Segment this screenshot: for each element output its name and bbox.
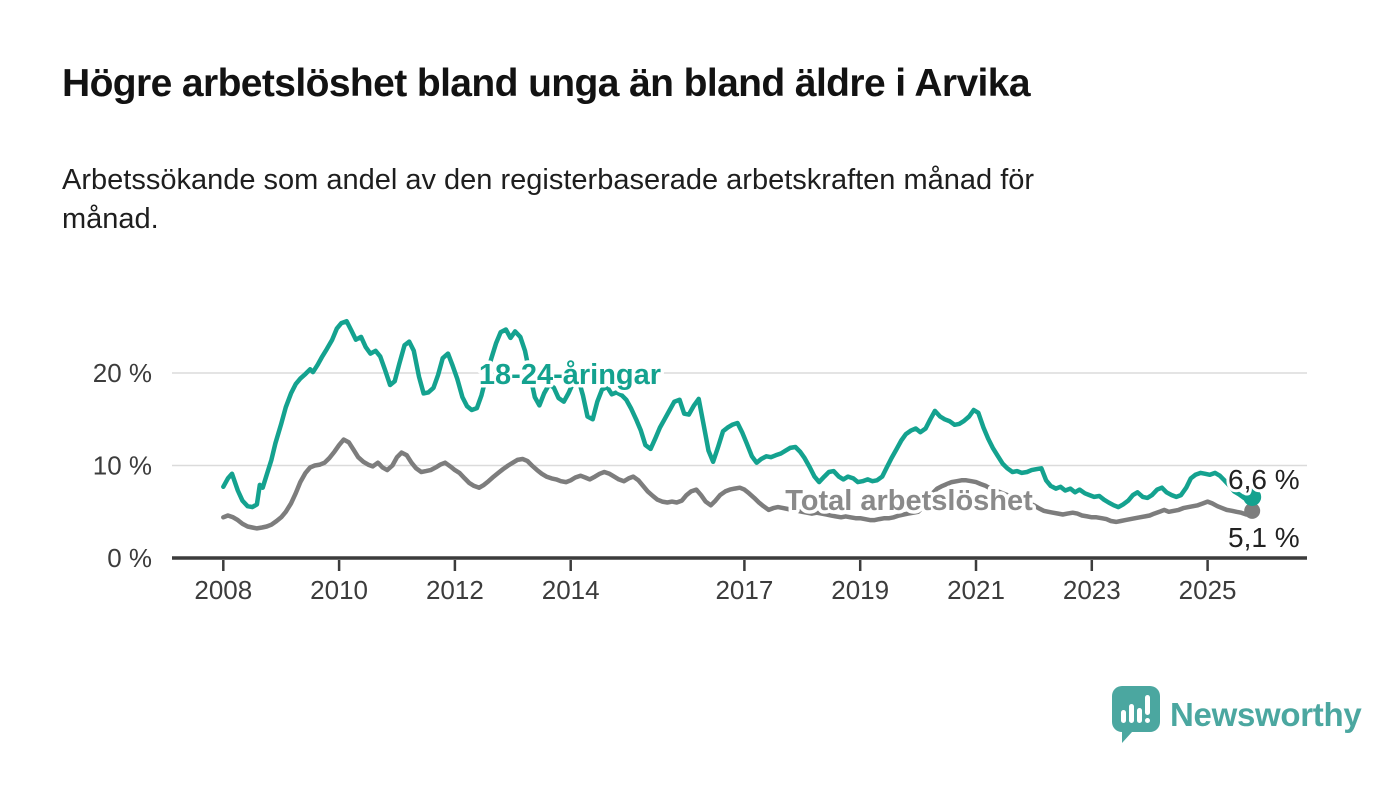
- y-axis-label-10: 10 %: [93, 451, 152, 481]
- x-axis-label-2023: 2023: [1063, 575, 1121, 605]
- newsworthy-logo-text: Newsworthy: [1170, 696, 1362, 733]
- subtitle-line-1: Arbetssökande som andel av den registerb…: [62, 164, 1035, 196]
- x-axis-label-2019: 2019: [831, 575, 889, 605]
- page-title: Högre arbetslöshet bland unga än bland ä…: [62, 62, 1031, 105]
- x-axis-label-2021: 2021: [947, 575, 1005, 605]
- series-label-total: Total arbetslöshet: [785, 485, 1033, 517]
- x-axis-label-2012: 2012: [426, 575, 484, 605]
- x-axis-label-2014: 2014: [542, 575, 600, 605]
- newsworthy-logo: Newsworthy: [1112, 686, 1362, 744]
- y-axis-label-0: 0 %: [107, 543, 152, 573]
- series-label-youth: 18-24-åringar: [479, 359, 661, 391]
- series-line-youth: [221, 318, 1255, 510]
- x-axis-label-2017: 2017: [715, 575, 773, 605]
- series-line-total: [221, 437, 1255, 531]
- x-axis-label-2025: 2025: [1179, 575, 1237, 605]
- x-axis-label-2010: 2010: [310, 575, 368, 605]
- newsworthy-logo-icon: [1112, 686, 1160, 743]
- chart-subtitle: Arbetssökande som andel av den registerb…: [62, 161, 1322, 239]
- end-value-label-total: 5,1 %: [1228, 522, 1300, 553]
- subtitle-line-2: månad.: [62, 203, 159, 235]
- series-end-dot-youth: [1243, 487, 1262, 506]
- y-axis-label-20: 20 %: [93, 358, 152, 388]
- series-end-dot-total: [1244, 502, 1261, 519]
- end-value-label-youth: 6,6 %: [1228, 464, 1300, 495]
- x-axis-label-2008: 2008: [194, 575, 252, 605]
